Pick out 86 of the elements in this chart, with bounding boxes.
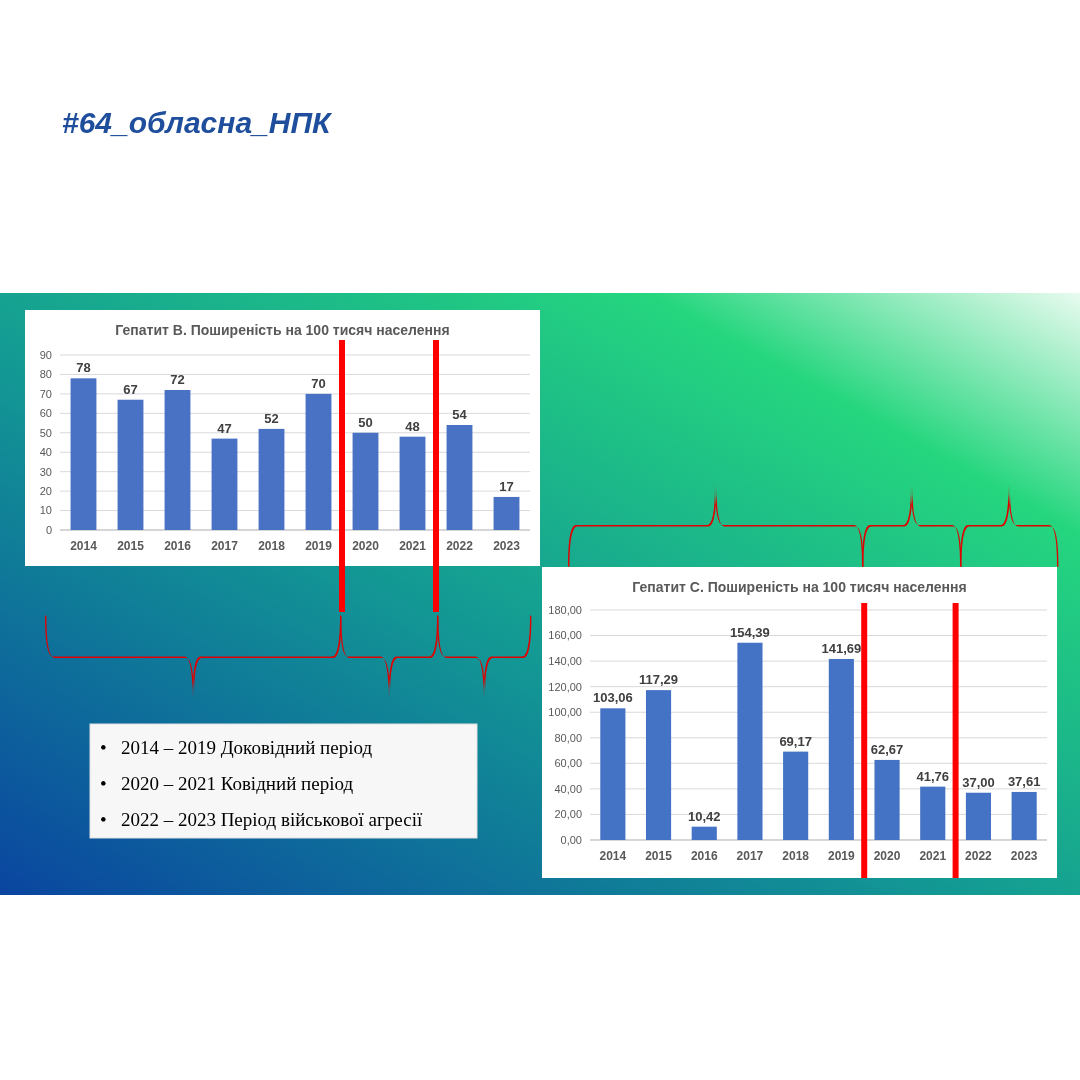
x-tick-label: 2014 — [599, 849, 627, 863]
bar — [874, 759, 900, 840]
y-tick-label: 60,00 — [554, 757, 582, 770]
bar — [493, 496, 520, 530]
x-tick-label: 2015 — [117, 539, 145, 553]
data-label: 72 — [170, 372, 185, 387]
data-label: 10,42 — [687, 808, 721, 824]
data-label: 41,76 — [916, 768, 950, 784]
y-tick-label: 60 — [39, 407, 52, 420]
bar — [446, 425, 473, 530]
y-tick-label: 160,00 — [548, 629, 582, 642]
bar — [783, 751, 809, 840]
bar — [691, 826, 717, 840]
data-label: 47 — [217, 420, 232, 436]
data-label: 103,06 — [592, 690, 633, 706]
bar — [258, 428, 285, 530]
y-tick-label: 90 — [39, 348, 52, 361]
x-tick-label: 2017 — [736, 849, 764, 863]
x-tick-label: 2020 — [352, 539, 380, 553]
bar — [920, 786, 946, 840]
data-label: 37,00 — [962, 774, 995, 790]
text: • 2020 – 2021 Ковідний період — [100, 773, 354, 794]
data-label: 154,39 — [730, 624, 770, 640]
text: #64_обласна_НПК — [62, 106, 333, 139]
x-tick-label: 2014 — [70, 539, 98, 553]
bar — [211, 438, 238, 530]
x-tick-label: 2020 — [873, 849, 901, 863]
bar — [737, 642, 763, 840]
x-tick-label: 2021 — [919, 849, 947, 863]
data-label: 70 — [311, 375, 326, 391]
x-tick-label: 2018 — [782, 849, 810, 863]
x-tick-label: 2022 — [446, 539, 474, 553]
y-tick-label: 0 — [45, 523, 52, 536]
y-tick-label: 20 — [39, 484, 52, 497]
x-tick-label: 2023 — [1010, 849, 1038, 863]
y-tick-label: 140,00 — [548, 654, 582, 667]
y-tick-label: 40 — [39, 446, 52, 459]
data-label: 48 — [405, 418, 420, 434]
y-tick-label: 80 — [39, 368, 52, 381]
x-tick-label: 2021 — [399, 539, 427, 553]
x-tick-label: 2016 — [690, 849, 718, 863]
x-tick-label: 2015 — [645, 849, 673, 863]
data-label: 69,17 — [779, 733, 812, 749]
text: • 2022 – 2023 Період військової агресії — [100, 809, 423, 830]
x-tick-label: 2017 — [211, 539, 239, 553]
bar — [828, 658, 854, 840]
y-tick-label: 80,00 — [554, 731, 582, 744]
data-label: 78 — [76, 360, 91, 376]
y-tick-label: 40,00 — [554, 782, 582, 795]
bar — [1011, 791, 1037, 840]
y-tick-label: 10 — [39, 504, 52, 517]
bar — [645, 690, 672, 840]
y-tick-label: 30 — [39, 465, 52, 478]
data-label: 54 — [452, 407, 468, 422]
y-tick-label: 20,00 — [554, 808, 582, 821]
bar — [305, 393, 332, 530]
text: • 2014 – 2019 Доковідний період — [100, 737, 373, 758]
y-tick-label: 100,00 — [548, 706, 582, 719]
y-tick-label: 50 — [39, 426, 52, 439]
data-label: 117,29 — [639, 672, 679, 688]
x-tick-label: 2022 — [965, 849, 993, 863]
bar — [117, 399, 144, 530]
data-label: 52 — [264, 410, 279, 426]
y-tick-label: 0,00 — [560, 833, 582, 846]
y-tick-label: 70 — [39, 387, 52, 400]
data-label: 62,67 — [870, 741, 904, 757]
data-label: 17 — [499, 478, 514, 494]
x-tick-label: 2019 — [828, 849, 856, 863]
data-label: 141,69 — [821, 640, 862, 656]
y-tick-label: 180,00 — [548, 603, 582, 616]
bar — [70, 378, 97, 530]
x-tick-label: 2016 — [164, 539, 192, 553]
bar — [600, 708, 626, 840]
bar — [352, 432, 379, 530]
y-tick-label: 120,00 — [548, 680, 582, 693]
chart-title: Гепатит С. Поширеність на 100 тисяч населення — [632, 579, 967, 595]
data-label: 37,61 — [1007, 773, 1041, 789]
data-label: 67 — [123, 381, 138, 397]
chart-title: Гепатит В. Поширеність на 100 тисяч населення — [115, 322, 450, 338]
bar — [164, 390, 191, 530]
bar — [399, 436, 426, 530]
x-tick-label: 2018 — [258, 539, 286, 553]
x-tick-label: 2023 — [493, 539, 521, 553]
bar — [965, 792, 992, 840]
data-label: 50 — [358, 414, 373, 430]
x-tick-label: 2019 — [305, 539, 333, 553]
